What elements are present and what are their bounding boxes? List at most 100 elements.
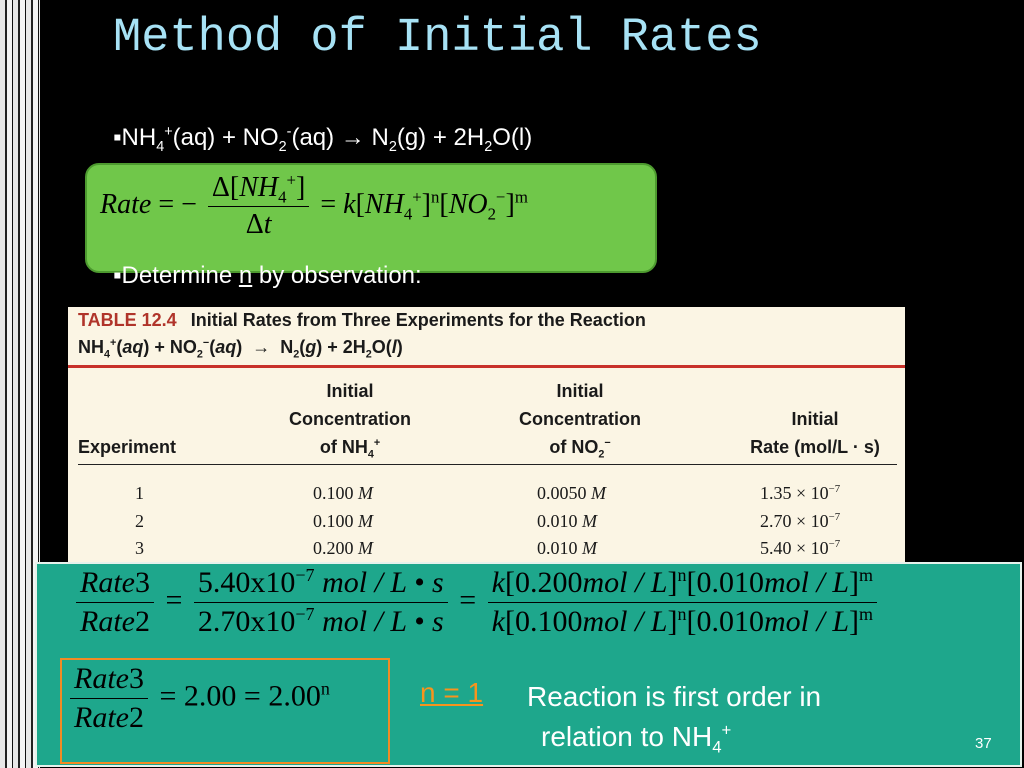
text-run: 1 bbox=[135, 483, 144, 503]
table-caption: TABLE 12.4 Initial Rates from Three Exper… bbox=[78, 310, 646, 331]
text-run: n bbox=[320, 678, 330, 699]
column-header: Initial Concentration of NH4+ bbox=[250, 377, 450, 461]
text-run: - bbox=[286, 124, 292, 140]
text-run: [0.010 bbox=[686, 566, 765, 599]
numerator: 5.40x10−7 mol / L • s bbox=[193, 565, 448, 603]
text-run: + bbox=[110, 337, 117, 349]
text-run: 2 bbox=[128, 701, 144, 734]
text-run: 0.010 bbox=[537, 510, 582, 531]
text-run: Experiment bbox=[78, 437, 177, 457]
text-run: k bbox=[491, 605, 505, 638]
text-run: ] bbox=[849, 605, 860, 638]
text-run: t bbox=[263, 209, 272, 240]
text-run: 5.40x10 bbox=[197, 566, 296, 599]
text-run: O(l) bbox=[492, 124, 533, 151]
numerator: k[0.200mol / L]n[0.010mol / L]m bbox=[487, 565, 878, 603]
denominator: Rate2 bbox=[70, 699, 148, 735]
numerator: Rate3 bbox=[70, 662, 148, 699]
text-run: Initial bbox=[791, 409, 839, 429]
text-run: 3 bbox=[134, 566, 150, 599]
rate-law: Rate = − Δ[NH4+] Δt = k[NH4+]n[NO2−]m bbox=[100, 172, 528, 241]
text-run: mol / L bbox=[764, 566, 850, 599]
text-run: [0.010 bbox=[686, 605, 765, 638]
text-run: + bbox=[286, 170, 297, 190]
text-run: m bbox=[859, 604, 874, 624]
highlight-box bbox=[60, 658, 390, 764]
text-run: mol / L bbox=[764, 605, 850, 638]
text-run: 4 bbox=[712, 737, 722, 757]
text-run: 2 bbox=[598, 448, 605, 461]
text-run: −7 bbox=[828, 510, 841, 523]
text-run: 4 bbox=[156, 138, 165, 155]
text-run: 0.100 bbox=[313, 483, 358, 503]
text-run: m bbox=[514, 187, 528, 207]
table-cell: 0.010 M bbox=[537, 538, 597, 559]
text-run: M bbox=[582, 510, 597, 531]
text-run: aq bbox=[215, 337, 237, 357]
denominator: Δt bbox=[242, 207, 276, 241]
text-run: aq bbox=[122, 337, 144, 357]
header-line: Concentration bbox=[480, 405, 680, 433]
text-run: ) + 2H bbox=[316, 337, 366, 357]
text-run: 2 bbox=[134, 605, 150, 638]
text-run: 2.70x10 bbox=[197, 605, 296, 638]
text-run: = 2.00 = 2.00 bbox=[151, 679, 321, 713]
text-run: [ bbox=[439, 188, 449, 220]
text-run: ) → N bbox=[236, 337, 294, 357]
conclusion-line: Reaction is first order in bbox=[527, 677, 821, 717]
fraction: 5.40x10−7 mol / L • s 2.70x10−7 mol / L •… bbox=[193, 565, 448, 639]
text-run: n bbox=[677, 565, 687, 585]
text-run: NH bbox=[78, 337, 104, 357]
table-cell: 5.40 × 10−7 bbox=[760, 538, 840, 559]
text-run: + bbox=[164, 124, 173, 140]
text-run: [0.200 bbox=[504, 566, 583, 599]
header-rule bbox=[78, 464, 897, 465]
text-run: n bbox=[431, 187, 440, 207]
numerator: Rate3 bbox=[76, 566, 154, 603]
text-run: by observation: bbox=[252, 262, 422, 289]
text-run: −7 bbox=[295, 565, 315, 585]
conclusion-line: relation to NH4+ bbox=[541, 717, 821, 757]
fraction: k[0.200mol / L]n[0.010mol / L]m k[0.100mo… bbox=[487, 565, 878, 639]
text-run: NO bbox=[448, 188, 488, 220]
text-run: (g) + 2H bbox=[396, 124, 485, 151]
bullet: ▪Determine n by observation: bbox=[113, 262, 422, 289]
text-run: k bbox=[343, 188, 356, 220]
text-run: ( bbox=[209, 337, 216, 357]
text-run: Δ[ bbox=[211, 172, 240, 203]
bullet: ▪NH4+(aq) + NO2-(aq) → N2(g) + 2H2O(l) bbox=[113, 124, 533, 155]
denominator: 2.70x10−7 mol / L • s bbox=[194, 603, 448, 639]
text-run: Rate bbox=[100, 188, 152, 220]
text-run: (aq) + NO bbox=[172, 124, 279, 151]
text-run: 2 bbox=[196, 348, 203, 361]
text-run: ) + NO bbox=[143, 337, 197, 357]
text-run: Rate (mol/L · s) bbox=[750, 437, 880, 457]
result-equation: Rate3 Rate2 = 2.00 = 2.00n bbox=[66, 662, 330, 735]
text-run: 2 bbox=[487, 204, 497, 224]
solution-box bbox=[35, 562, 1022, 767]
text-run: − bbox=[604, 437, 611, 449]
text-run: NH bbox=[121, 124, 157, 151]
column-header: Initial Concentration of NO2− bbox=[480, 377, 680, 461]
table-cell: 2.70 × 10−7 bbox=[760, 511, 840, 532]
text-run: − bbox=[202, 337, 210, 349]
table-cell: 0.100 M bbox=[313, 483, 373, 504]
text-run: Rate bbox=[74, 662, 129, 695]
answer: n = 1 bbox=[420, 677, 483, 709]
text-run: 2 bbox=[388, 138, 397, 155]
text-run: mol / L bbox=[582, 566, 668, 599]
table-cell: 0.010 M bbox=[537, 511, 597, 532]
table-label: TABLE 12.4 bbox=[78, 310, 177, 330]
table-cell: 0.200 M bbox=[313, 538, 373, 559]
text-run: ( bbox=[299, 337, 306, 357]
text-run: = bbox=[313, 188, 344, 220]
slide-title: Method of Initial Rates bbox=[113, 12, 762, 65]
text-run: NH bbox=[239, 172, 279, 203]
text-run: Rate bbox=[80, 566, 135, 599]
text-run: [ bbox=[355, 188, 365, 220]
header-line: Concentration bbox=[250, 405, 450, 433]
text-run: Concentration bbox=[518, 409, 641, 429]
text-run: M bbox=[358, 538, 373, 558]
text-run: −7 bbox=[828, 538, 841, 550]
text-run: NH bbox=[364, 188, 404, 220]
